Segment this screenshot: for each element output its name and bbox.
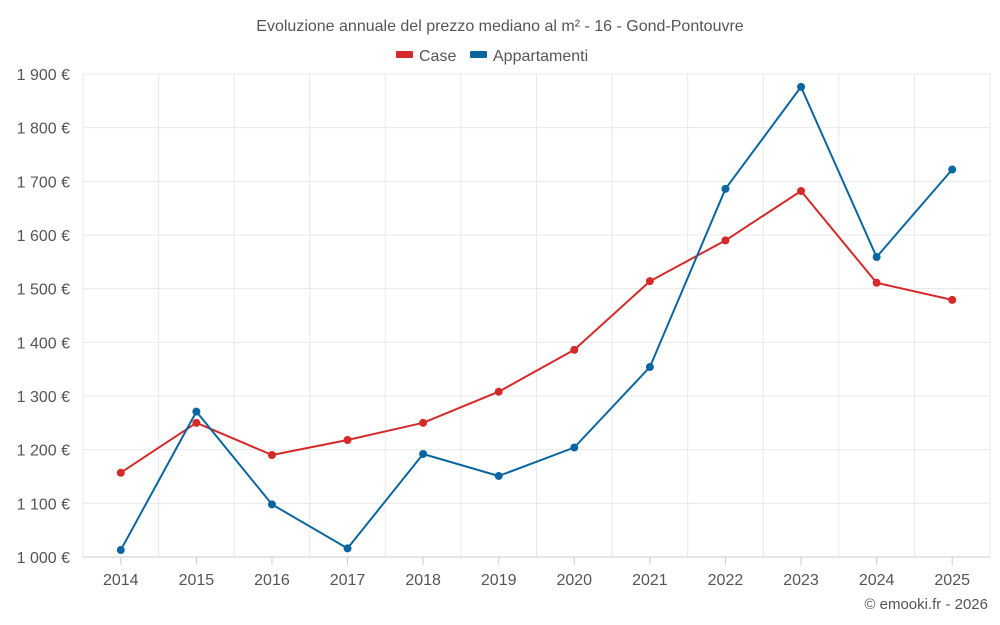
data-point-appartamenti[interactable] [872,253,881,262]
y-tick-label: 1 900 € [17,67,70,84]
legend: Case Appartamenti [396,48,588,65]
x-tick-label: 2025 [934,572,970,589]
y-axis: 1 000 € 1 100 € 1 200 € 1 300 € 1 400 € 1 500… [17,67,70,567]
x-tick-label: 2014 [103,572,139,589]
data-point-appartamenti[interactable] [797,82,806,91]
y-tick-label: 1 400 € [17,335,70,352]
y-tick-label: 1 300 € [17,389,70,406]
data-point-appartamenti[interactable] [721,184,730,193]
x-tick-label: 2023 [783,572,819,589]
data-point-appartamenti[interactable] [192,407,201,416]
data-point-case[interactable] [645,277,654,286]
data-point-case[interactable] [948,295,957,304]
series [116,82,957,555]
data-point-appartamenti[interactable] [419,449,428,458]
data-point-appartamenti[interactable] [948,165,957,174]
series-line-appartamenti [119,85,953,551]
y-tick-label: 1 600 € [17,228,70,245]
legend-label-case: Case [419,48,456,65]
data-point-appartamenti[interactable] [645,363,654,372]
data-point-case[interactable] [721,236,730,245]
data-point-case[interactable] [872,278,881,287]
data-point-appartamenti[interactable] [343,544,352,553]
legend-swatch-appartamenti [470,51,487,58]
chart-title: Evoluzione annuale del prezzo mediano al… [256,18,743,35]
y-tick-label: 1 800 € [17,121,70,138]
data-point-case[interactable] [267,451,276,460]
data-point-appartamenti[interactable] [494,471,503,480]
series-line-case [120,190,953,474]
x-tick-label: 2019 [481,572,517,589]
data-point-case[interactable] [343,436,352,445]
data-point-case[interactable] [494,387,503,396]
data-point-appartamenti[interactable] [116,546,125,555]
y-tick-label: 1 500 € [17,282,70,299]
data-point-appartamenti[interactable] [267,500,276,509]
x-axis: 2014 2015 2016 2017 2018 2019 2020 2021 2022 2023… [83,556,990,589]
data-point-case[interactable] [116,468,125,477]
legend-item-case[interactable]: Case [396,48,456,65]
x-tick-label: 2016 [254,572,290,589]
data-point-case[interactable] [797,186,806,195]
legend-item-appartamenti[interactable]: Appartamenti [470,48,588,65]
x-tick-label: 2022 [708,572,744,589]
x-tick-label: 2020 [556,572,592,589]
x-tick-label: 2024 [859,572,895,589]
data-point-appartamenti[interactable] [570,443,579,452]
legend-swatch-case [396,51,413,58]
data-point-case[interactable] [192,418,201,427]
legend-label-appartamenti: Appartamenti [493,48,588,65]
y-tick-label: 1 100 € [17,496,70,513]
x-tick-label: 2015 [179,572,215,589]
data-point-case[interactable] [570,345,579,354]
y-tick-label: 1 200 € [17,443,70,460]
x-tick-label: 2017 [330,572,366,589]
x-tick-label: 2018 [405,572,441,589]
grid [82,73,991,557]
y-tick-label: 1 700 € [17,174,70,191]
credit-text: © emooki.fr - 2026 [864,596,988,613]
x-tick-label: 2021 [632,572,668,589]
data-point-case[interactable] [419,418,428,427]
y-tick-label: 1 000 € [17,550,70,567]
